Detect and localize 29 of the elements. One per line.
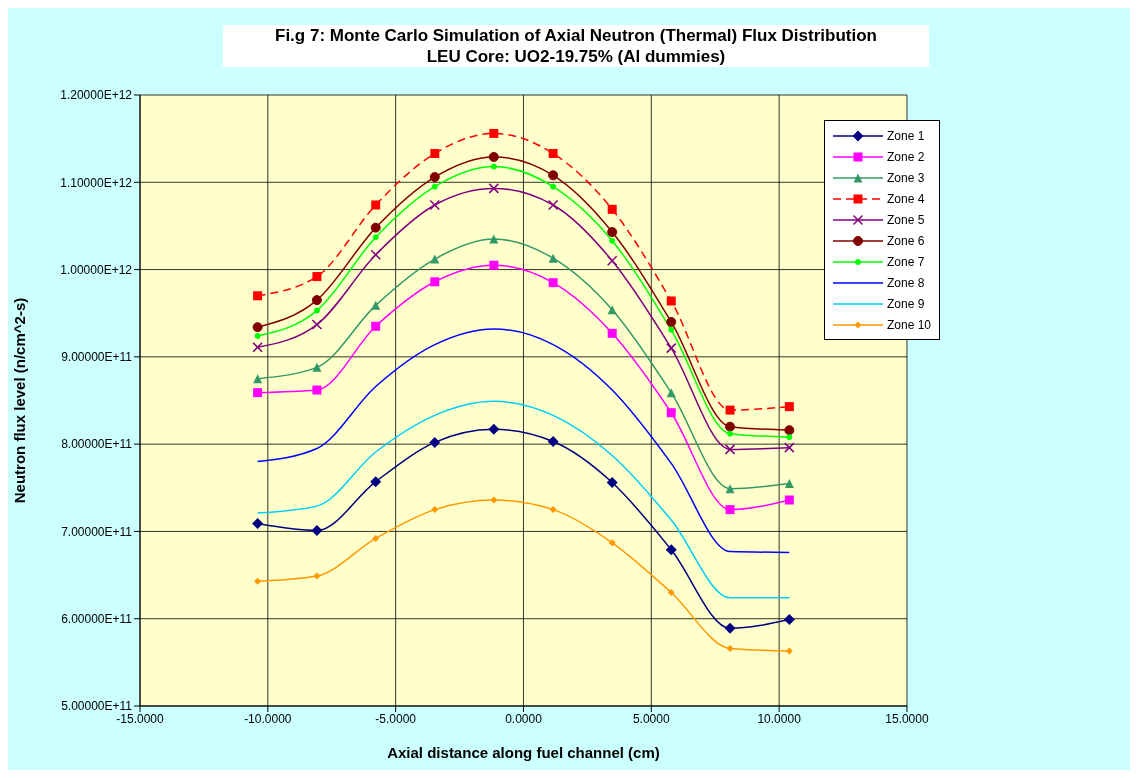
legend-label: Zone 1: [886, 128, 925, 143]
legend-label: Zone 6: [886, 233, 925, 248]
y-tick-label: 1.10000E+12: [60, 175, 133, 190]
x-tick-label: 15.0000: [885, 711, 929, 726]
legend-label: Zone 7: [886, 254, 925, 269]
chart-subtitle: LEU Core: UO2-19.75% (Al dummies): [425, 46, 727, 67]
y-tick-label: 1.00000E+12: [60, 262, 133, 277]
x-tick-label: -15.0000: [116, 711, 165, 726]
x-tick-label: -5.0000: [375, 711, 417, 726]
legend-label: Zone 5: [886, 212, 925, 227]
y-axis-title: Neutron flux level (n/cm^2-s): [11, 297, 29, 504]
legend-label: Zone 9: [886, 296, 925, 311]
y-tick-label: 1.20000E+12: [60, 88, 133, 103]
y-tick-label: 7.00000E+11: [61, 524, 133, 539]
legend-label: Zone 10: [886, 317, 931, 332]
y-tick-label: 6.00000E+11: [61, 611, 133, 626]
x-tick-label: 10.0000: [757, 711, 802, 726]
x-tick-label: -10.0000: [244, 711, 292, 726]
x-tick-label: 5.0000: [632, 711, 670, 726]
x-axis-title: Axial distance along fuel channel (cm): [387, 744, 660, 761]
y-tick-label: 5.00000E+11: [61, 699, 133, 714]
y-tick-label: 8.00000E+11: [61, 437, 133, 452]
x-tick-label: 0.0000: [505, 711, 543, 726]
legend-label: Zone 3: [886, 170, 925, 185]
legend-label: Zone 8: [886, 275, 925, 290]
y-tick-label: 9.00000E+11: [61, 350, 133, 365]
legend-label: Zone 4: [886, 191, 925, 206]
chart-title: Fi.g 7: Monte Carlo Simulation of Axial Neutron (Thermal) Flux Distribution: [274, 25, 878, 46]
legend-label: Zone 2: [886, 149, 925, 164]
